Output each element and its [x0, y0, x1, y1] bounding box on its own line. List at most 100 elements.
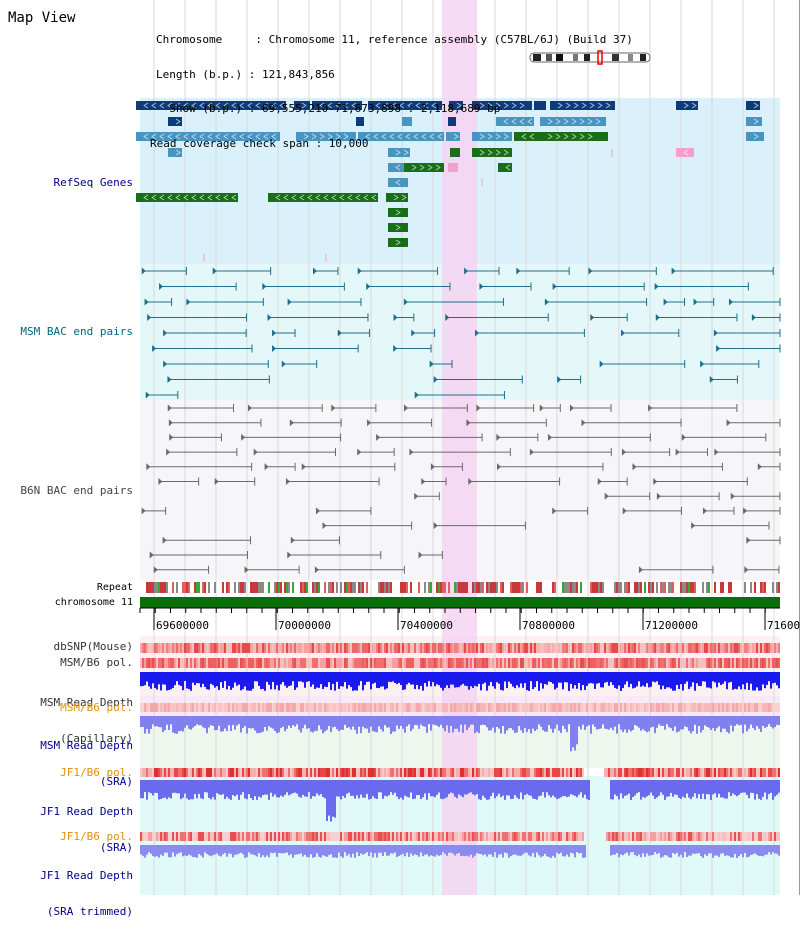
jf1-pol2-mark	[458, 832, 460, 841]
msm-capillary-depth-bar	[150, 672, 152, 689]
repeat-mark	[570, 582, 572, 593]
jf1-trimmed-depth-bar	[660, 845, 662, 858]
msm-pol2-mark	[538, 703, 540, 712]
msm-pol-mark	[312, 658, 314, 668]
msm-pol2-mark	[300, 703, 302, 712]
dbsnp-mark	[154, 643, 156, 653]
msm-pol-mark	[482, 658, 484, 668]
msm-pol2-mark	[450, 703, 452, 712]
msm-sra-depth-bar	[268, 716, 270, 727]
track-label-refseq[interactable]: RefSeq Genes	[53, 176, 133, 189]
track-label-msm-bac[interactable]: MSM BAC end pairs	[20, 325, 133, 338]
track-label-msm-b6-pol-2[interactable]: MSM/B6 pol.	[60, 701, 133, 714]
jf1-pol2-mark	[538, 832, 540, 841]
repeat-mark	[360, 582, 362, 593]
msm-capillary-depth-bar	[352, 672, 354, 691]
jf1-pol2-mark	[506, 832, 508, 841]
b6n-bac-end-marker	[622, 507, 627, 515]
track-label-b6n-bac[interactable]: B6N BAC end pairs	[20, 484, 133, 497]
msm-pol2-mark	[328, 703, 330, 712]
track-label-msm-b6-pol[interactable]: MSM/B6 pol.	[60, 656, 133, 669]
b6n-bac-end-marker	[569, 404, 574, 412]
msm-capillary-depth-bar	[716, 672, 718, 688]
msm-capillary-depth-bar	[226, 672, 228, 690]
msm-pol-mark	[314, 658, 316, 668]
msm-pol-mark	[728, 658, 730, 668]
jf1-sra-depth-bar	[180, 780, 182, 800]
msm-sra-depth-bar	[538, 716, 540, 725]
repeat-mark	[438, 582, 440, 593]
jf1-pol-mark	[466, 768, 468, 777]
gene-arrow	[151, 194, 157, 201]
msm-sra-depth-bar	[394, 716, 396, 732]
jf1-sra-depth-bar	[260, 780, 262, 798]
jf1-trimmed-depth-bar	[188, 845, 190, 855]
msm-sra-depth-bar	[656, 716, 658, 728]
track-label-dbsnp[interactable]: dbSNP(Mouse)	[53, 640, 133, 653]
dbsnp-mark	[158, 643, 160, 653]
track-label-jf1-depth-sra[interactable]: JF1 Read Depth (SRA)	[40, 782, 133, 878]
dbsnp-mark	[360, 643, 362, 653]
msm-pol-mark	[140, 658, 142, 668]
jf1-pol-mark	[730, 768, 732, 777]
msm-pol2-mark	[596, 703, 598, 712]
jf1-sra-depth-bar	[242, 780, 244, 793]
jf1-trimmed-depth-bar	[720, 845, 722, 854]
msm-pol-mark	[684, 658, 686, 668]
msm-sra-depth-bar	[442, 716, 444, 729]
repeat-mark	[462, 582, 464, 593]
jf1-sra-depth-bar	[668, 780, 670, 797]
msm-capillary-depth-bar	[316, 672, 318, 688]
track-label-msm-depth-capillary[interactable]: MSM Read Depth (Capillary)	[40, 673, 133, 769]
jf1-pol-mark	[288, 768, 290, 777]
msm-pol-mark	[584, 658, 586, 668]
jf1-sra-depth-bar	[572, 780, 574, 796]
msm-pol2-mark	[430, 703, 432, 712]
dbsnp-mark	[150, 643, 152, 653]
jf1-trimmed-depth-bar	[536, 845, 538, 853]
track-label-jf1-depth-trimmed[interactable]: JF1 Read Depth (SRA trimmed)	[40, 846, 133, 942]
jf1-sra-depth-bar	[692, 780, 694, 797]
jf1-pol2-mark	[672, 832, 674, 841]
msm-pol-mark	[490, 658, 492, 668]
repeat-mark	[444, 582, 446, 593]
jf1-trimmed-depth-bar	[496, 845, 498, 858]
gene-arrow	[151, 133, 157, 140]
msm-sra-depth-bar	[418, 716, 420, 729]
dbsnp-mark	[172, 643, 174, 653]
repeat-mark	[492, 582, 494, 593]
msm-bac-end-marker	[700, 360, 705, 368]
jf1-pol2-mark	[380, 832, 382, 841]
dbsnp-mark	[514, 643, 516, 653]
repeat-mark	[562, 582, 564, 593]
msm-capillary-depth-bar	[710, 672, 712, 689]
jf1-pol-mark	[350, 768, 352, 777]
jf1-trimmed-depth-bar	[202, 845, 204, 858]
msm-pol-mark	[284, 658, 286, 668]
jf1-pol2-mark	[556, 832, 558, 841]
msm-sra-depth-bar	[306, 716, 308, 729]
jf1-trimmed-depth-bar	[654, 845, 656, 853]
map-canvas[interactable]: 69600000 70000000 70400000 70800000 71200000…	[0, 0, 800, 895]
jf1-trimmed-depth-bar	[408, 845, 410, 857]
msm-pol-mark	[240, 658, 242, 668]
dbsnp-mark	[492, 643, 494, 653]
msm-capillary-depth-bar	[486, 672, 488, 691]
msm-pol-mark	[462, 658, 464, 668]
msm-pol2-mark	[480, 703, 482, 712]
dbsnp-mark	[508, 643, 510, 653]
track-label-msm-depth-sra[interactable]: MSM Read Depth (SRA)	[40, 716, 133, 812]
track-label-jf1-b6-pol[interactable]: JF1/B6 pol.	[60, 766, 133, 779]
jf1-pol-mark	[362, 768, 364, 777]
dbsnp-mark	[178, 643, 180, 653]
gene-arrow	[529, 133, 535, 140]
msm-sra-depth-bar	[588, 716, 590, 726]
msm-sra-depth-bar	[170, 716, 172, 725]
track-label-jf1-b6-pol-2[interactable]: JF1/B6 pol.	[60, 830, 133, 843]
msm-capillary-depth-bar	[166, 672, 168, 691]
jf1-pol-mark	[192, 768, 194, 777]
jf1-trimmed-depth-bar	[420, 845, 422, 853]
msm-pol2-mark	[688, 703, 690, 712]
jf1-pol2-mark	[178, 832, 180, 841]
jf1-trimmed-depth-bar	[702, 845, 704, 858]
